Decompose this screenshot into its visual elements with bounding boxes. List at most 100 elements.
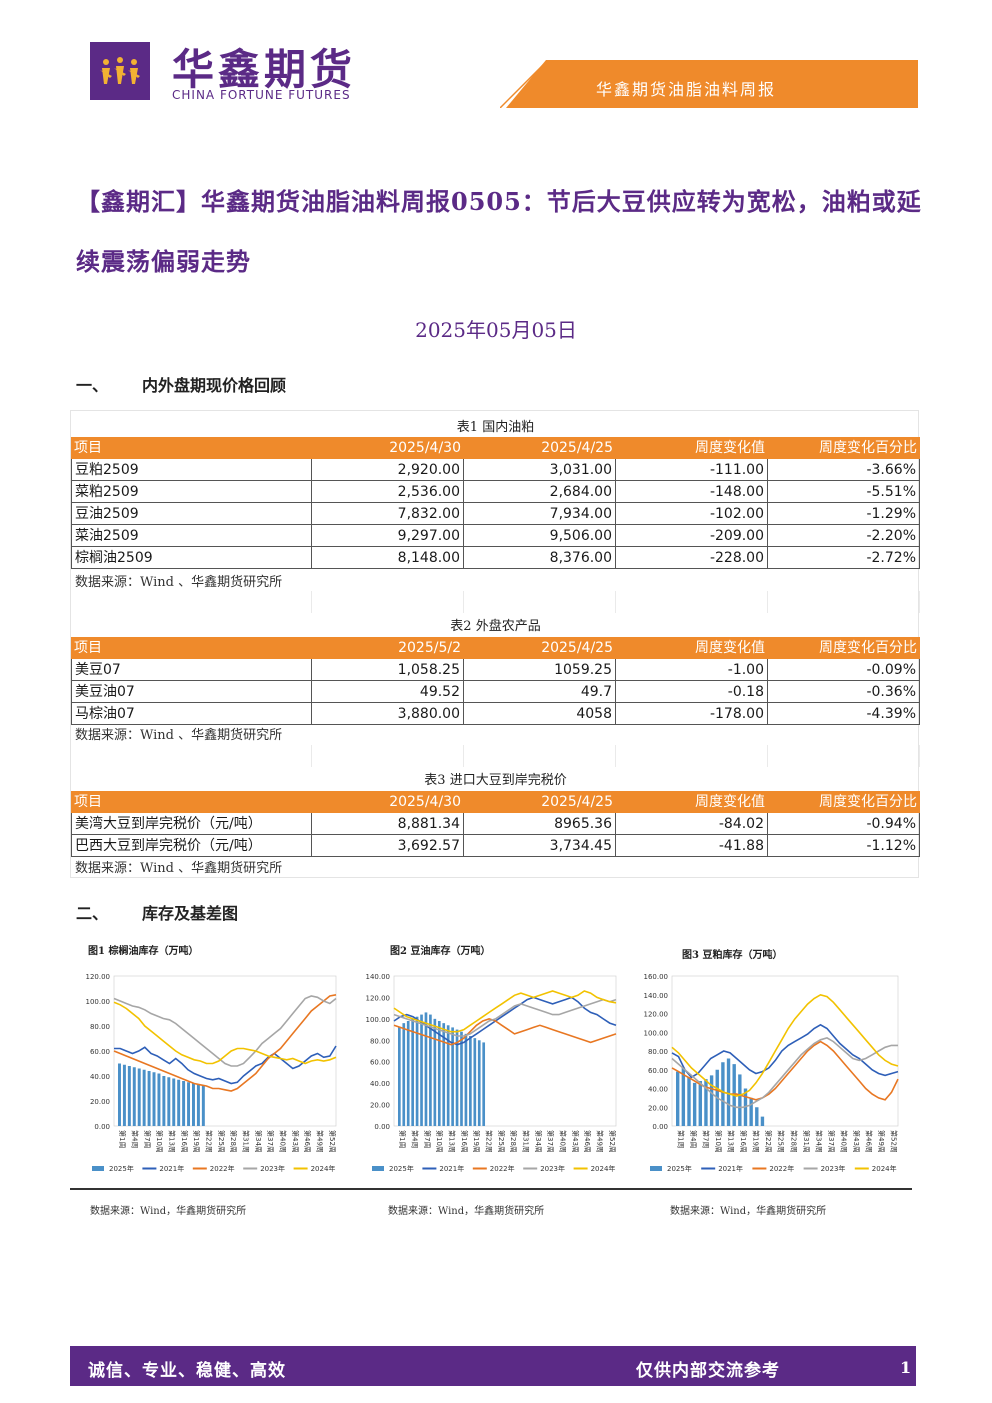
bar-2025 [420,1014,423,1126]
y-tick-label: 120.00 [86,973,111,981]
x-tick-label: 第46周 [583,1130,592,1153]
legend-label: 2025年 [667,1164,692,1173]
x-tick-label: 第43周 [571,1130,580,1153]
header-cell: 周度变化值 [695,640,765,656]
section-heading-2: 二、 库存及基差图 [76,900,238,924]
y-tick-label: 20.00 [648,1104,668,1112]
page-footer: 诚信、专业、稳健、高效 仅供内部交流参考 1 [70,1346,916,1386]
bar-2025 [415,1016,419,1126]
y-tick-label: 20.00 [370,1102,390,1110]
header-cell: 2025/4/25 [541,640,613,656]
value-cell: 4058 [464,703,616,725]
bar-2025 [681,1067,686,1126]
legend-label: 2024年 [591,1164,616,1173]
x-tick-label: 第49周 [877,1130,886,1153]
value-cell: 1059.25 [464,659,616,681]
x-tick-label: 第43周 [852,1130,861,1153]
bar-2025 [738,1074,742,1126]
x-tick-label: 第19周 [752,1130,761,1153]
value-cell: -102.00 [616,503,768,525]
chart1-source: 数据来源：Wind，华鑫期货研究所 [90,1206,247,1217]
x-tick-label: 第49周 [316,1130,325,1153]
y-tick-label: 100.00 [86,998,111,1006]
table-row: 棕榈油2509 8,148.00 8,376.00 -228.00 -2.72% [71,547,920,569]
table1-caption: 表1 国内油粕 [456,420,535,435]
x-tick-label: 第43周 [291,1130,300,1153]
value-cell: -111.00 [616,459,768,481]
table-row: 豆油2509 7,832.00 7,934.00 -102.00 -1.29% [71,503,920,525]
bar-2025 [201,1086,205,1126]
value-cell: 7,832.00 [312,503,464,525]
x-tick-label: 第25周 [497,1130,506,1153]
chart2-source: 数据来源：Wind，华鑫期货研究所 [388,1206,545,1217]
bar-2025 [157,1073,161,1126]
y-tick-label: 20.00 [90,1098,110,1106]
value-cell: 3,880.00 [312,703,464,725]
row-label-cell: 菜油2509 [71,525,312,547]
x-tick-label: 第10周 [155,1130,164,1153]
bar-2025 [122,1064,126,1126]
value-cell: -0.94% [768,813,920,835]
header-cell: 2025/4/25 [541,440,613,456]
company-logo [90,42,150,100]
bar-2025 [398,1027,401,1126]
bar-2025 [446,1025,450,1126]
bar-2025 [726,1058,731,1126]
section-heading-1: 一、 内外盘期现价格回顾 [76,372,286,396]
legend-label: 2023年 [821,1164,846,1173]
row-label-cell: 豆油2509 [71,503,312,525]
report-series-name: 华鑫期货油脂油料周报 [596,80,777,99]
value-cell: -0.18 [616,681,768,703]
bar-2025 [132,1067,136,1126]
table-row: 美湾大豆到岸完税价（元/吨） 8,881.34 8965.36 -84.02 -0.94… [71,813,920,835]
series-line-2024年 [671,993,899,1097]
value-cell: -1.29% [768,503,920,525]
row-label-cell: 菜粕2509 [71,481,312,503]
header-cell: 2025/4/30 [389,794,461,810]
value-cell: 8965.36 [464,813,616,835]
y-tick-label: 140.00 [366,973,391,981]
bar-2025 [162,1076,166,1126]
value-cell: -1.00 [616,659,768,681]
bar-2025 [687,1077,691,1126]
x-tick-label: 第31周 [242,1130,251,1153]
bar-2025 [676,1071,680,1126]
table-row: 豆粕2509 2,920.00 3,031.00 -111.00 -3.66% [71,459,920,481]
legend-swatch [92,1166,104,1171]
section-label: 库存及基差图 [142,904,239,923]
bar-2025 [442,1023,446,1126]
plot-area [113,975,337,1127]
chart-soybean-oil-inventory: 0.00 20.00 40.00 60.00 80.00 100.00 120.00 140.… [366,973,617,1173]
bar-2025 [402,1023,406,1126]
value-cell: 7,934.00 [464,503,616,525]
table-row: 菜粕2509 2,536.00 2,684.00 -148.00 -5.51% [71,481,920,503]
value-cell: -0.09% [768,659,920,681]
table3-source: 数据来源：Wind 、华鑫期货研究所 [75,861,283,876]
series-line-2024年 [393,990,617,1033]
bar-2025 [182,1081,186,1126]
bar-2025 [755,1107,759,1126]
bar-2025 [118,1063,121,1126]
header-cell: 周度变化值 [695,794,765,810]
x-tick-label: 第10周 [714,1130,723,1153]
value-cell: 49.52 [312,681,464,703]
bar-2025 [142,1069,146,1126]
x-tick-label: 第13周 [448,1130,457,1153]
x-tick-label: 第52周 [608,1130,617,1153]
value-cell: -209.00 [616,525,768,547]
bar-2025 [460,1031,463,1126]
header-cell: 周度变化百分比 [819,640,917,656]
row-label-cell: 美湾大豆到岸完税价（元/吨） [71,813,312,835]
value-cell: -178.00 [616,703,768,725]
bar-2025 [455,1029,459,1126]
legend-label: 2023年 [260,1164,285,1173]
bar-2025 [406,1021,410,1126]
chart3-source: 数据来源：Wind，华鑫期货研究所 [670,1206,827,1217]
x-tick-label: 第37周 [827,1130,836,1153]
series-line-2022年 [113,994,337,1092]
legend-label: 2023年 [540,1164,565,1173]
bar-2025 [187,1082,191,1126]
page-number: 1 [900,1358,912,1377]
table-row: 菜油2509 9,297.00 9,506.00 -209.00 -2.20% [71,525,920,547]
table2-header: 项目 2025/5/2 2025/4/25 周度变化值 周度变化百分比 [71,637,920,659]
